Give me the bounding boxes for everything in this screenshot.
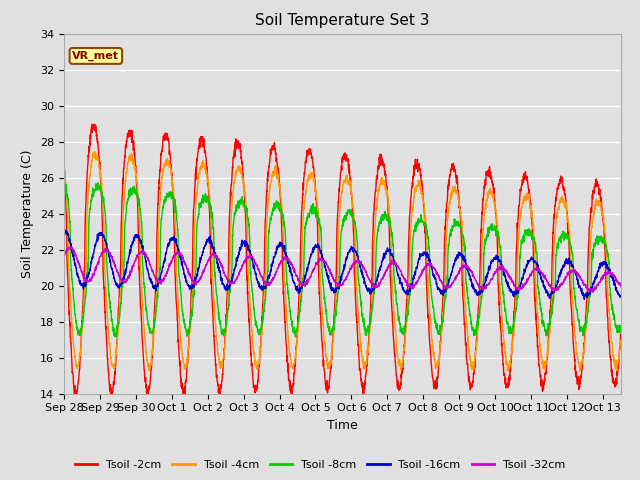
Tsoil -2cm (426, 344, 434, 349)
Tsoil -32cm (617, 284, 625, 289)
Tsoil -8cm (617, 325, 625, 331)
Tsoil -2cm (617, 332, 625, 338)
Tsoil -8cm (346, 210, 354, 216)
Tsoil -8cm (410, 235, 417, 240)
Tsoil -16cm (409, 278, 417, 284)
Tsoil -8cm (111, 334, 119, 340)
Line: Tsoil -8cm: Tsoil -8cm (64, 183, 621, 337)
Tsoil -2cm (532, 316, 540, 322)
Tsoil -16cm (61, 227, 68, 232)
Tsoil -16cm (426, 260, 434, 265)
Tsoil -16cm (532, 258, 540, 264)
Line: Tsoil -2cm: Tsoil -2cm (64, 124, 621, 399)
Tsoil -4cm (532, 284, 540, 290)
Tsoil -32cm (532, 267, 540, 273)
Text: VR_met: VR_met (72, 51, 119, 61)
Tsoil -16cm (617, 293, 625, 299)
Tsoil -8cm (94, 180, 102, 186)
Tsoil -2cm (143, 396, 151, 402)
Tsoil -4cm (409, 206, 417, 212)
Tsoil -32cm (346, 266, 354, 272)
Tsoil -2cm (60, 157, 68, 163)
Tsoil -32cm (60, 254, 68, 260)
Tsoil -16cm (580, 297, 588, 302)
Tsoil -8cm (60, 185, 68, 191)
Tsoil -4cm (60, 168, 68, 174)
Tsoil -4cm (346, 178, 354, 183)
Tsoil -32cm (589, 289, 597, 295)
Tsoil -2cm (410, 175, 417, 181)
Tsoil -2cm (91, 121, 99, 127)
Tsoil -2cm (346, 174, 354, 180)
Tsoil -32cm (409, 286, 417, 291)
Tsoil -32cm (93, 262, 100, 268)
Title: Soil Temperature Set 3: Soil Temperature Set 3 (255, 13, 429, 28)
X-axis label: Time: Time (327, 419, 358, 432)
Tsoil -16cm (346, 248, 354, 253)
Tsoil -8cm (532, 241, 540, 247)
Tsoil -8cm (93, 185, 100, 191)
Y-axis label: Soil Temperature (C): Soil Temperature (C) (22, 149, 35, 278)
Tsoil -16cm (598, 260, 605, 266)
Tsoil -16cm (60, 230, 68, 236)
Tsoil -8cm (426, 277, 434, 283)
Tsoil -4cm (598, 213, 605, 218)
Tsoil -2cm (598, 207, 605, 213)
Tsoil -4cm (576, 368, 584, 374)
Tsoil -32cm (67, 244, 75, 250)
Tsoil -16cm (93, 239, 100, 244)
Legend: Tsoil -2cm, Tsoil -4cm, Tsoil -8cm, Tsoil -16cm, Tsoil -32cm: Tsoil -2cm, Tsoil -4cm, Tsoil -8cm, Tsoi… (70, 456, 570, 474)
Tsoil -2cm (93, 136, 100, 142)
Tsoil -4cm (93, 155, 100, 160)
Line: Tsoil -16cm: Tsoil -16cm (64, 229, 621, 300)
Line: Tsoil -32cm: Tsoil -32cm (64, 247, 621, 292)
Tsoil -32cm (598, 274, 605, 280)
Tsoil -4cm (617, 342, 625, 348)
Line: Tsoil -4cm: Tsoil -4cm (64, 152, 621, 371)
Tsoil -32cm (426, 260, 434, 265)
Tsoil -4cm (92, 149, 99, 155)
Tsoil -8cm (598, 239, 605, 245)
Tsoil -4cm (426, 311, 434, 317)
